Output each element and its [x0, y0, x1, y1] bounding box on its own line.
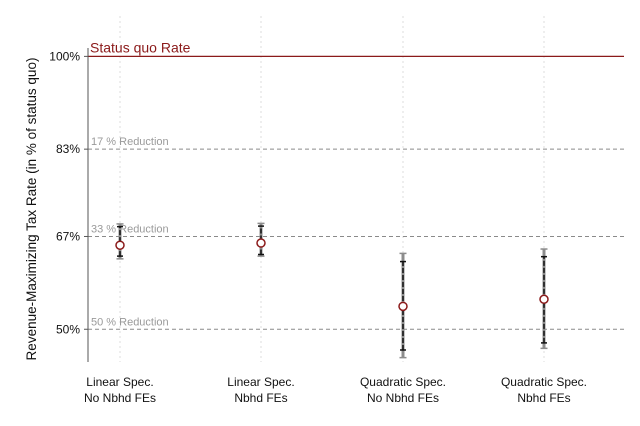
y-axis-title: Revenue-Maximizing Tax Rate (in % of sta… [24, 58, 39, 361]
data-points [115, 222, 549, 359]
estimate-marker-2 [256, 238, 266, 248]
y-tick-label-1: 50% [56, 322, 80, 336]
point-group-4 [539, 248, 549, 350]
point-group-3 [398, 252, 408, 359]
reference-line-label-3: 50 % Reduction [91, 316, 169, 328]
point-group-1 [115, 223, 125, 260]
x-tick-label-3: Quadratic Spec. No Nbhd FEs [360, 375, 446, 405]
x-tick-label-2: Linear Spec. Nbhd FEs [227, 375, 294, 405]
x-tick-labels: Linear Spec. No Nbhd FEs Linear Spec. Nbhd … [84, 375, 587, 405]
estimate-marker-1 [115, 240, 125, 250]
y-tick-label-3: 83% [56, 142, 80, 156]
point-group-2 [256, 222, 266, 257]
y-tick-label-2: 67% [56, 229, 80, 243]
grid-layer [119, 16, 545, 362]
x-tick-label-4: Quadratic Spec. Nbhd FEs [501, 375, 587, 405]
y-tick-labels: 50% 67% 83% 100% [49, 49, 88, 336]
reference-line-label-2: 33 % Reduction [91, 223, 169, 235]
reference-lines: 17 % Reduction 33 % Reduction 50 % Reducti… [88, 39, 624, 330]
x-tick-label-1: Linear Spec. No Nbhd FEs [84, 375, 156, 405]
status-quo-label: Status quo Rate [90, 39, 191, 55]
reference-line-label-1: 17 % Reduction [91, 136, 169, 148]
estimate-marker-3 [398, 301, 408, 312]
y-tick-label-4: 100% [49, 49, 80, 63]
estimate-marker-4 [539, 294, 549, 304]
